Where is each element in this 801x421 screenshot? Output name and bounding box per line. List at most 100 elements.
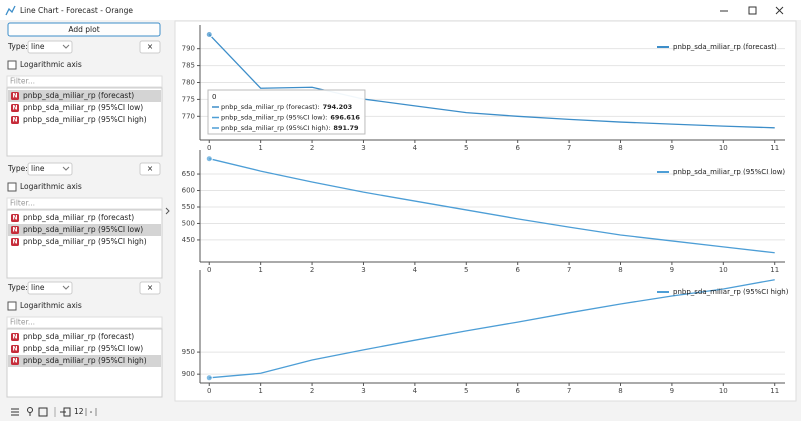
x-tick-label: 5 — [464, 387, 468, 395]
x-tick-label: 1 — [258, 387, 262, 395]
tooltip-value: 696.616 — [330, 114, 360, 122]
variable-item[interactable]: pnbp_sda_miliar_rp (forecast) — [23, 91, 134, 100]
y-tick-label: 785 — [182, 62, 195, 70]
tooltip-label: pnbp_sda_miliar_rp (forecast): — [221, 103, 320, 111]
variable-icon — [11, 357, 19, 365]
y-tick-label: 780 — [182, 79, 195, 87]
variable-icon — [11, 116, 19, 124]
x-tick-label: 2 — [310, 144, 314, 152]
variable-icon-letter: N — [12, 93, 17, 100]
remove-plot-button[interactable] — [139, 40, 161, 54]
hover-marker — [205, 155, 213, 163]
tooltip-label: pnbp_sda_miliar_rp (95%CI high): — [221, 124, 330, 132]
app-icon — [5, 5, 16, 16]
remove-plot-button[interactable] — [139, 162, 161, 176]
type-label: Type: — [7, 164, 28, 173]
remove-plot-label: × — [147, 283, 153, 292]
log-checkbox[interactable] — [7, 301, 17, 311]
type-value: line — [31, 283, 45, 292]
variable-item[interactable]: pnbp_sda_miliar_rp (forecast) — [23, 213, 134, 222]
series-line — [209, 279, 775, 379]
x-tick-label: 10 — [719, 387, 728, 395]
hover-marker — [205, 30, 213, 38]
variable-icon — [11, 104, 19, 112]
variable-icon-letter: N — [12, 215, 17, 222]
plot-area — [174, 20, 797, 402]
output-icon[interactable] — [60, 407, 71, 417]
x-tick-label: 8 — [618, 266, 622, 274]
type-dropdown[interactable] — [27, 40, 73, 54]
add-plot-label: Add plot — [68, 25, 99, 34]
help-icon[interactable] — [27, 407, 33, 417]
x-tick-label: 3 — [361, 387, 365, 395]
tooltip-value: 891.79 — [333, 124, 359, 132]
variable-item[interactable]: pnbp_sda_miliar_rp (95%CI high) — [23, 115, 147, 124]
variable-icon-letter: N — [12, 239, 17, 246]
variable-item[interactable]: pnbp_sda_miliar_rp (95%CI low) — [23, 344, 143, 353]
splitter-arrow[interactable] — [165, 207, 170, 215]
log-checkbox[interactable] — [7, 182, 17, 192]
variable-item[interactable]: pnbp_sda_miliar_rp (forecast) — [23, 332, 134, 341]
variable-icon — [11, 345, 19, 353]
filter-placeholder: Filter... — [10, 77, 35, 86]
filter-box[interactable] — [6, 316, 163, 329]
x-tick-label: 0 — [207, 387, 211, 395]
variable-icon — [11, 92, 19, 100]
series-line — [208, 34, 775, 129]
log-axis-label: Logarithmic axis — [20, 60, 82, 69]
variable-item[interactable]: pnbp_sda_miliar_rp (95%CI low) — [23, 225, 143, 234]
x-tick-label: 10 — [719, 144, 728, 152]
y-tick-label: 600 — [182, 187, 195, 195]
variable-icon-letter: N — [12, 358, 17, 365]
y-tick-label: 790 — [182, 45, 195, 53]
x-tick-label: 11 — [770, 144, 779, 152]
status-dot — [90, 411, 92, 413]
x-tick-label: 9 — [670, 266, 674, 274]
dropdown-arrow — [62, 285, 70, 290]
filter-box[interactable] — [6, 75, 163, 88]
row-count: 12 — [74, 407, 84, 416]
type-dropdown[interactable] — [27, 162, 73, 176]
variable-icon — [11, 226, 19, 234]
variable-icon — [11, 238, 19, 246]
menu-icon[interactable] — [11, 408, 19, 416]
filter-placeholder: Filter... — [10, 318, 35, 327]
maximize-button[interactable] — [748, 6, 757, 15]
y-tick-label: 950 — [182, 348, 195, 356]
x-tick-label: 1 — [258, 266, 262, 274]
tooltip-label: pnbp_sda_miliar_rp (95%CI low): — [221, 114, 327, 122]
type-dropdown[interactable] — [27, 281, 73, 295]
log-axis-label: Logarithmic axis — [20, 182, 82, 191]
filter-box[interactable] — [6, 197, 163, 210]
x-tick-label: 6 — [515, 266, 520, 274]
y-tick-label: 500 — [182, 219, 195, 227]
x-tick-label: 2 — [310, 387, 314, 395]
selected-item-highlight — [8, 355, 161, 367]
x-tick-label: 6 — [515, 387, 520, 395]
x-tick-label: 8 — [618, 144, 622, 152]
x-tick-label: 4 — [413, 144, 418, 152]
legend-label: pnbp_sda_miliar_rp (95%CI low) — [673, 168, 785, 176]
remove-plot-button[interactable] — [139, 281, 161, 295]
dropdown-arrow — [62, 44, 70, 49]
variable-icon-letter: N — [12, 334, 17, 341]
x-tick-label: 0 — [207, 266, 211, 274]
x-tick-label: 9 — [670, 144, 674, 152]
add-plot-button[interactable] — [7, 22, 161, 37]
x-tick-label: 7 — [567, 387, 571, 395]
status-bar: 12 — [11, 407, 97, 417]
variable-icon — [11, 214, 19, 222]
close-window-button[interactable] — [775, 6, 784, 15]
remove-plot-label: × — [147, 42, 153, 51]
series-line — [209, 158, 775, 254]
variable-item[interactable]: pnbp_sda_miliar_rp (95%CI low) — [23, 103, 143, 112]
log-checkbox[interactable] — [7, 60, 17, 70]
x-tick-label: 7 — [567, 144, 571, 152]
x-tick-label: 9 — [670, 387, 674, 395]
variable-item[interactable]: pnbp_sda_miliar_rp (95%CI high) — [23, 237, 147, 246]
variable-item[interactable]: pnbp_sda_miliar_rp (95%CI high) — [23, 356, 147, 365]
save-icon[interactable] — [38, 407, 48, 417]
x-tick-label: 1 — [258, 144, 262, 152]
tooltip: 0 pnbp_sda_miliar_rp (forecast): 794.203 pn… — [207, 89, 366, 135]
window-title: Line Chart - Forecast - Orange — [20, 6, 133, 15]
